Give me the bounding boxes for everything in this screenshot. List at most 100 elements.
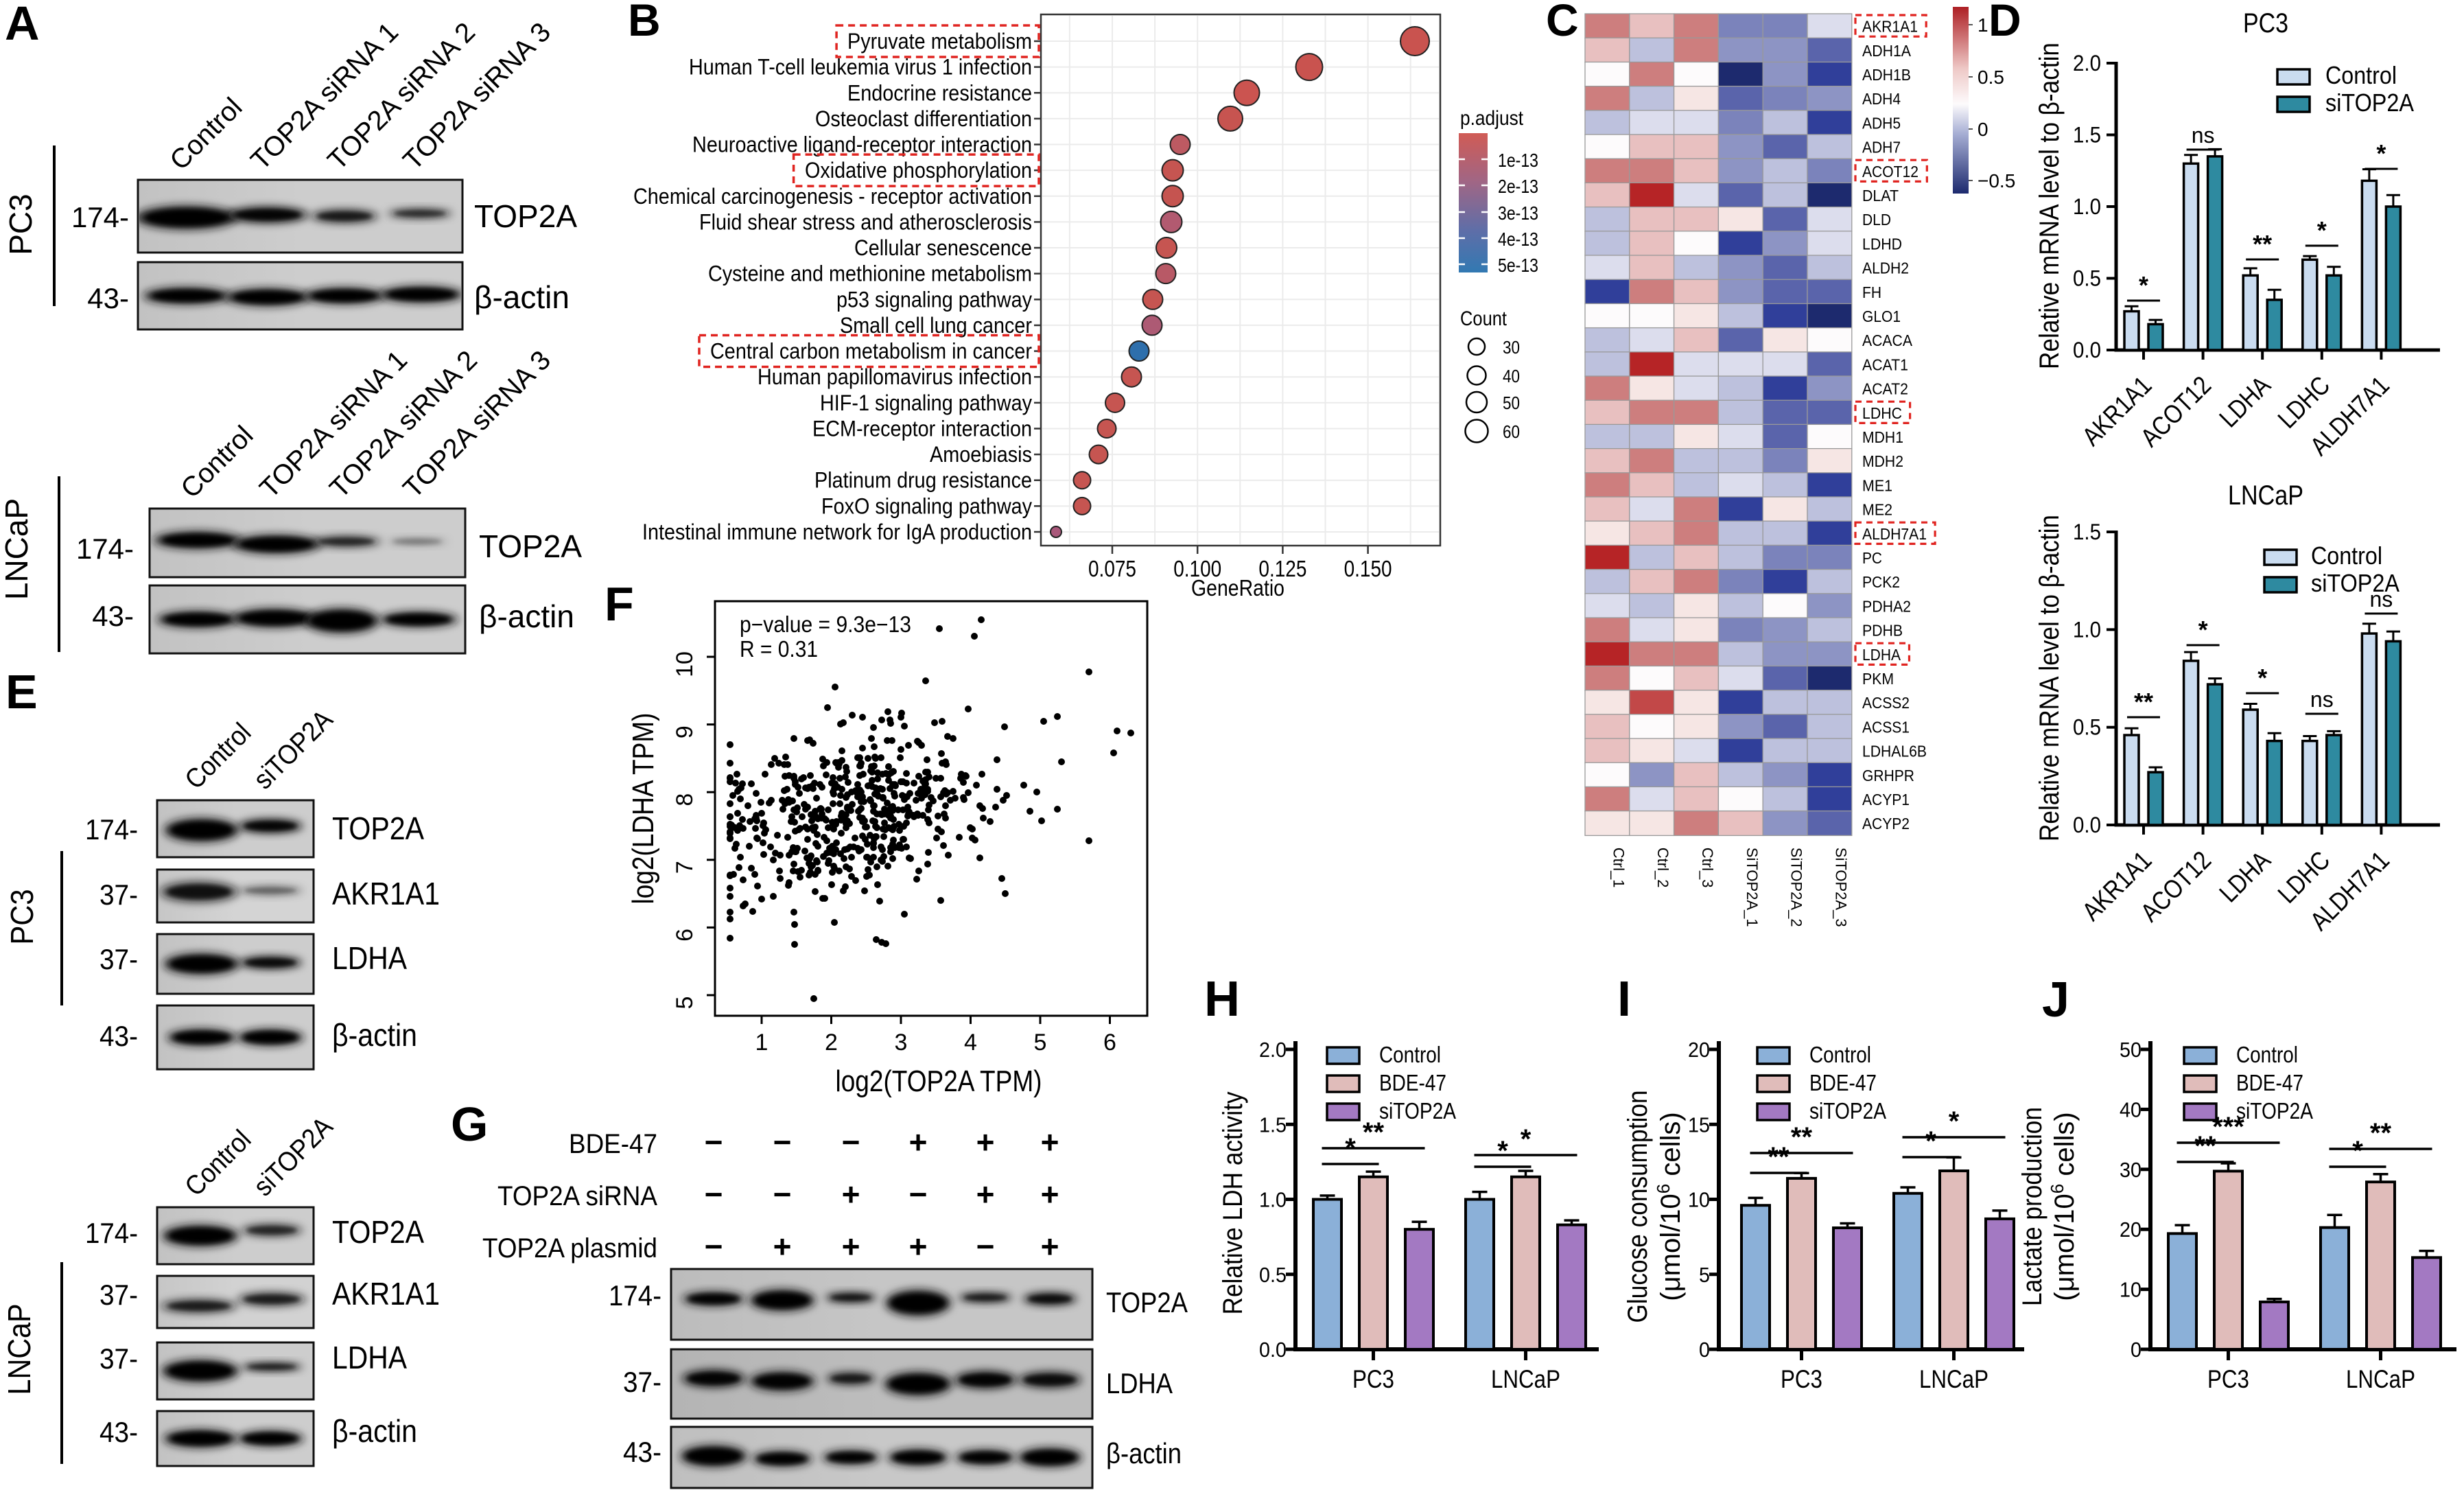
svg-text:−: −	[773, 1176, 792, 1212]
svg-text:LNCaP: LNCaP	[1, 1304, 37, 1395]
svg-text:1e-13: 1e-13	[1498, 150, 1538, 171]
svg-text:+: +	[909, 1229, 928, 1264]
svg-text:0.0: 0.0	[1259, 1338, 1287, 1362]
svg-text:Endocrine resistance: Endocrine resistance	[847, 80, 1032, 105]
svg-text:8: 8	[672, 793, 698, 806]
svg-text:6: 6	[672, 929, 698, 942]
svg-text:LDHA: LDHA	[2214, 371, 2277, 433]
svg-text:**: **	[2134, 688, 2153, 716]
svg-text:174-: 174-	[609, 1279, 661, 1312]
svg-text:2.0: 2.0	[1259, 1038, 1287, 1062]
svg-text:PC3: PC3	[2243, 8, 2288, 38]
svg-text:43-: 43-	[92, 600, 134, 632]
svg-text:siTOP2A: siTOP2A	[1379, 1098, 1456, 1124]
svg-text:ADH4: ADH4	[1862, 90, 1901, 108]
svg-text:+: +	[1041, 1124, 1059, 1160]
svg-text:PC: PC	[1862, 549, 1882, 567]
svg-text:Control: Control	[1379, 1042, 1441, 1067]
svg-text:R = 0.31: R = 0.31	[740, 636, 818, 662]
svg-text:Ctrl_3: Ctrl_3	[1699, 848, 1716, 888]
svg-text:**: **	[1791, 1122, 1813, 1152]
svg-text:A: A	[5, 0, 40, 50]
svg-text:**: **	[1768, 1142, 1790, 1172]
svg-text:Control: Control	[2311, 542, 2382, 570]
svg-text:+: +	[976, 1176, 995, 1212]
svg-text:43-: 43-	[623, 1436, 661, 1468]
svg-text:Relative mRNA level to β-actin: Relative mRNA level to β-actin	[2034, 43, 2065, 369]
svg-text:F: F	[605, 577, 634, 631]
svg-text:174-: 174-	[85, 1217, 138, 1249]
svg-text:Control: Control	[2325, 61, 2397, 89]
svg-text:15: 15	[1688, 1113, 1710, 1137]
svg-text:LDHA: LDHA	[2214, 846, 2277, 908]
svg-text:siTOP2A: siTOP2A	[248, 1111, 338, 1202]
svg-text:Relative mRNA level to β-actin: Relative mRNA level to β-actin	[2034, 515, 2065, 841]
svg-text:4e-13: 4e-13	[1498, 229, 1538, 250]
svg-text:30: 30	[1503, 337, 1520, 358]
svg-text:50: 50	[2120, 1038, 2142, 1062]
svg-text:*: *	[1925, 1126, 1936, 1156]
svg-text:TOP2A: TOP2A	[332, 811, 424, 846]
svg-text:Central carbon metabolism in c: Central carbon metabolism in cancer	[710, 339, 1032, 364]
svg-text:0: 0	[1699, 1338, 1710, 1362]
svg-text:TOP2A: TOP2A	[479, 528, 582, 564]
svg-text:−: −	[705, 1229, 723, 1264]
svg-text:(μmol/106 cells): (μmol/106 cells)	[2047, 1112, 2080, 1301]
svg-text:***: ***	[2212, 1112, 2244, 1142]
svg-text:PCK2: PCK2	[1862, 573, 1900, 591]
svg-text:LDHA: LDHA	[1862, 646, 1901, 664]
svg-text:GLO1: GLO1	[1862, 307, 1901, 325]
svg-text:4: 4	[964, 1029, 977, 1056]
svg-text:9: 9	[672, 725, 698, 738]
svg-text:Cellular senescence: Cellular senescence	[854, 235, 1032, 260]
svg-text:Fluid shear stress and atheros: Fluid shear stress and atherosclerosis	[699, 209, 1032, 234]
svg-text:PC3: PC3	[1781, 1365, 1822, 1393]
svg-text:GeneRatio: GeneRatio	[1191, 575, 1284, 601]
svg-text:*: *	[2352, 1136, 2363, 1166]
svg-text:6: 6	[1103, 1029, 1116, 1056]
svg-text:siTOP2A: siTOP2A	[1809, 1098, 1886, 1124]
svg-text:10: 10	[2120, 1278, 2142, 1302]
svg-text:*: *	[2257, 664, 2267, 692]
svg-text:ALDH2: ALDH2	[1862, 259, 1909, 277]
svg-text:PC3: PC3	[3, 194, 38, 255]
svg-text:ADH1A: ADH1A	[1862, 42, 1912, 60]
svg-text:5: 5	[672, 997, 698, 1010]
svg-text:*: *	[2317, 216, 2327, 244]
svg-text:−: −	[705, 1124, 723, 1160]
svg-text:log2(TOP2A TPM): log2(TOP2A TPM)	[836, 1064, 1042, 1098]
svg-text:BDE-47: BDE-47	[2236, 1070, 2303, 1095]
svg-text:ACSS1: ACSS1	[1862, 718, 1910, 736]
svg-text:ACYP1: ACYP1	[1862, 791, 1910, 808]
svg-text:Neuroactive ligand-receptor in: Neuroactive ligand-receptor interaction	[692, 132, 1032, 157]
svg-text:B: B	[628, 0, 661, 45]
svg-text:Count: Count	[1460, 307, 1507, 330]
svg-text:37-: 37-	[99, 1279, 138, 1311]
svg-text:SiTOP2A_2: SiTOP2A_2	[1788, 848, 1805, 927]
svg-text:LDHD: LDHD	[1862, 235, 1902, 253]
svg-text:Ctrl_1: Ctrl_1	[1610, 848, 1627, 888]
svg-text:**: **	[2194, 1131, 2216, 1161]
svg-text:2.0: 2.0	[2073, 51, 2101, 75]
svg-text:G: G	[451, 1097, 488, 1151]
svg-text:2e-13: 2e-13	[1498, 176, 1538, 197]
svg-text:ns: ns	[2310, 687, 2334, 712]
svg-text:LNCaP: LNCaP	[1491, 1365, 1560, 1393]
svg-text:siTOP2A: siTOP2A	[2311, 569, 2400, 597]
svg-text:Glucose consumption: Glucose consumption	[1623, 1091, 1653, 1323]
svg-text:β-actin: β-actin	[332, 1413, 417, 1449]
svg-text:2: 2	[825, 1029, 838, 1056]
svg-text:MDH2: MDH2	[1862, 452, 1903, 470]
svg-text:ME2: ME2	[1862, 501, 1892, 519]
svg-text:p53 signaling pathway: p53 signaling pathway	[836, 287, 1032, 312]
svg-text:GRHPR: GRHPR	[1862, 767, 1914, 784]
svg-text:40: 40	[1503, 366, 1520, 386]
svg-text:ACSS2: ACSS2	[1862, 694, 1910, 712]
svg-text:PC3: PC3	[1352, 1365, 1394, 1393]
svg-text:**: **	[1363, 1117, 1385, 1148]
svg-text:(μmol/106 cells): (μmol/106 cells)	[1653, 1112, 1686, 1301]
svg-text:20: 20	[2120, 1218, 2142, 1242]
svg-text:40: 40	[2120, 1097, 2142, 1121]
svg-text:LNCaP: LNCaP	[2228, 480, 2303, 511]
svg-text:10: 10	[672, 651, 698, 677]
